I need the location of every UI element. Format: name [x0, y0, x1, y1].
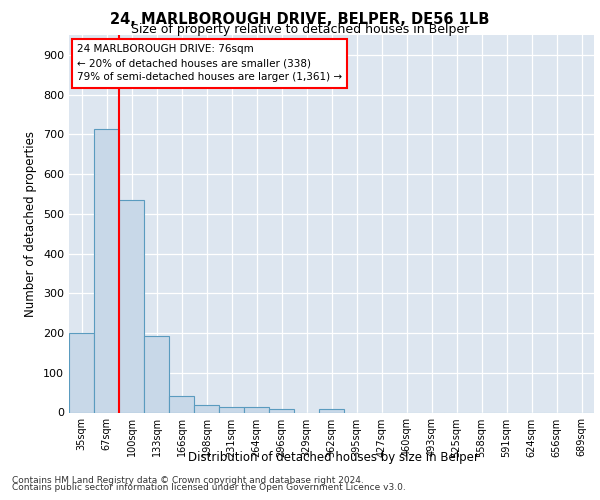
Bar: [319, 408, 344, 412]
Text: 24, MARLBOROUGH DRIVE, BELPER, DE56 1LB: 24, MARLBOROUGH DRIVE, BELPER, DE56 1LB: [110, 12, 490, 28]
Bar: [194, 404, 219, 412]
Bar: [269, 408, 294, 412]
Text: Contains public sector information licensed under the Open Government Licence v3: Contains public sector information licen…: [12, 484, 406, 492]
Bar: [219, 406, 244, 412]
Bar: [169, 396, 194, 412]
Bar: [144, 336, 169, 412]
Text: Size of property relative to detached houses in Belper: Size of property relative to detached ho…: [131, 22, 469, 36]
Text: Distribution of detached houses by size in Belper: Distribution of detached houses by size …: [188, 451, 478, 464]
Text: Contains HM Land Registry data © Crown copyright and database right 2024.: Contains HM Land Registry data © Crown c…: [12, 476, 364, 485]
Bar: [119, 200, 144, 412]
Bar: [244, 408, 269, 412]
Bar: [94, 129, 119, 412]
Text: 24 MARLBOROUGH DRIVE: 76sqm
← 20% of detached houses are smaller (338)
79% of se: 24 MARLBOROUGH DRIVE: 76sqm ← 20% of det…: [77, 44, 342, 82]
Bar: [69, 333, 94, 412]
Y-axis label: Number of detached properties: Number of detached properties: [25, 130, 37, 317]
